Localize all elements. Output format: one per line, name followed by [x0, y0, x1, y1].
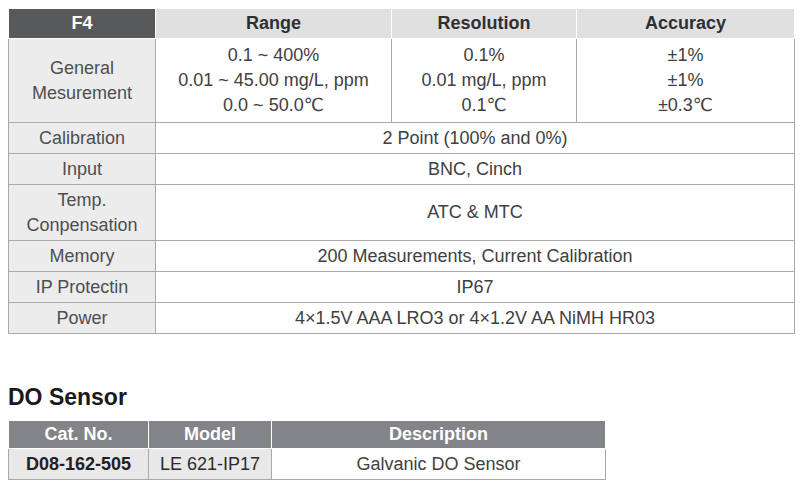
range-line-1: 0.1 ~ 400%: [160, 43, 387, 68]
spec-col-header-resolution: Resolution: [392, 9, 577, 39]
table-row-general-measurement: General Mesurement 0.1 ~ 400% 0.01 ~ 45.…: [9, 39, 795, 123]
cell-general-accuracy: ±1% ±1% ±0.3℃: [577, 39, 795, 123]
cell-ip-protection-value: IP67: [156, 272, 795, 303]
cell-temp-compensation-value: ATC & MTC: [156, 185, 795, 241]
do-col-header-description: Description: [272, 421, 606, 449]
do-sensor-header-row: Cat. No. Model Description: [9, 421, 606, 449]
resolution-line-1: 0.1%: [396, 43, 572, 68]
row-label-memory: Memory: [9, 241, 156, 272]
row-label-temp-compensation: Temp. Conpensation: [9, 185, 156, 241]
table-row-power: Power 4×1.5V AAA LRO3 or 4×1.2V AA NiMH …: [9, 303, 795, 334]
spec-corner-header: F4: [9, 9, 156, 39]
table-row-do-sensor: D08-162-505 LE 621-IP17 Galvanic DO Sens…: [9, 449, 606, 480]
accuracy-line-2: ±1%: [581, 68, 790, 93]
spec-table: F4 Range Resolution Accuracy General Mes…: [8, 8, 795, 334]
do-sensor-table: Cat. No. Model Description D08-162-505 L…: [8, 420, 606, 480]
row-label-input: Input: [9, 154, 156, 185]
table-row-memory: Memory 200 Measurements, Current Calibra…: [9, 241, 795, 272]
accuracy-line-1: ±1%: [581, 43, 790, 68]
do-col-header-model: Model: [149, 421, 272, 449]
cell-do-model: LE 621-IP17: [149, 449, 272, 480]
spec-col-header-accuracy: Accuracy: [577, 9, 795, 39]
range-line-3: 0.0 ~ 50.0℃: [160, 93, 387, 118]
cell-input-value: BNC, Cinch: [156, 154, 795, 185]
cell-power-value: 4×1.5V AAA LRO3 or 4×1.2V AA NiMH HR03: [156, 303, 795, 334]
table-row-input: Input BNC, Cinch: [9, 154, 795, 185]
spec-header-row: F4 Range Resolution Accuracy: [9, 9, 795, 39]
cell-calibration-value: 2 Point (100% and 0%): [156, 123, 795, 154]
table-row-temp-compensation: Temp. Conpensation ATC & MTC: [9, 185, 795, 241]
cell-do-description: Galvanic DO Sensor: [272, 449, 606, 480]
range-line-2: 0.01 ~ 45.00 mg/L, ppm: [160, 68, 387, 93]
accuracy-line-3: ±0.3℃: [581, 93, 790, 118]
do-sensor-section-title: DO Sensor: [8, 384, 800, 411]
spec-col-header-range: Range: [156, 9, 392, 39]
row-label-calibration: Calibration: [9, 123, 156, 154]
cell-general-range: 0.1 ~ 400% 0.01 ~ 45.00 mg/L, ppm 0.0 ~ …: [156, 39, 392, 123]
table-row-calibration: Calibration 2 Point (100% and 0%): [9, 123, 795, 154]
resolution-line-2: 0.01 mg/L, ppm: [396, 68, 572, 93]
cell-memory-value: 200 Measurements, Current Calibration: [156, 241, 795, 272]
row-label-power: Power: [9, 303, 156, 334]
cell-general-resolution: 0.1% 0.01 mg/L, ppm 0.1℃: [392, 39, 577, 123]
row-label-general-measurement: General Mesurement: [9, 39, 156, 123]
resolution-line-3: 0.1℃: [396, 93, 572, 118]
do-col-header-cat-no: Cat. No.: [9, 421, 149, 449]
cell-do-cat-no: D08-162-505: [9, 449, 149, 480]
row-label-ip-protection: IP Protectin: [9, 272, 156, 303]
table-row-ip-protection: IP Protectin IP67: [9, 272, 795, 303]
